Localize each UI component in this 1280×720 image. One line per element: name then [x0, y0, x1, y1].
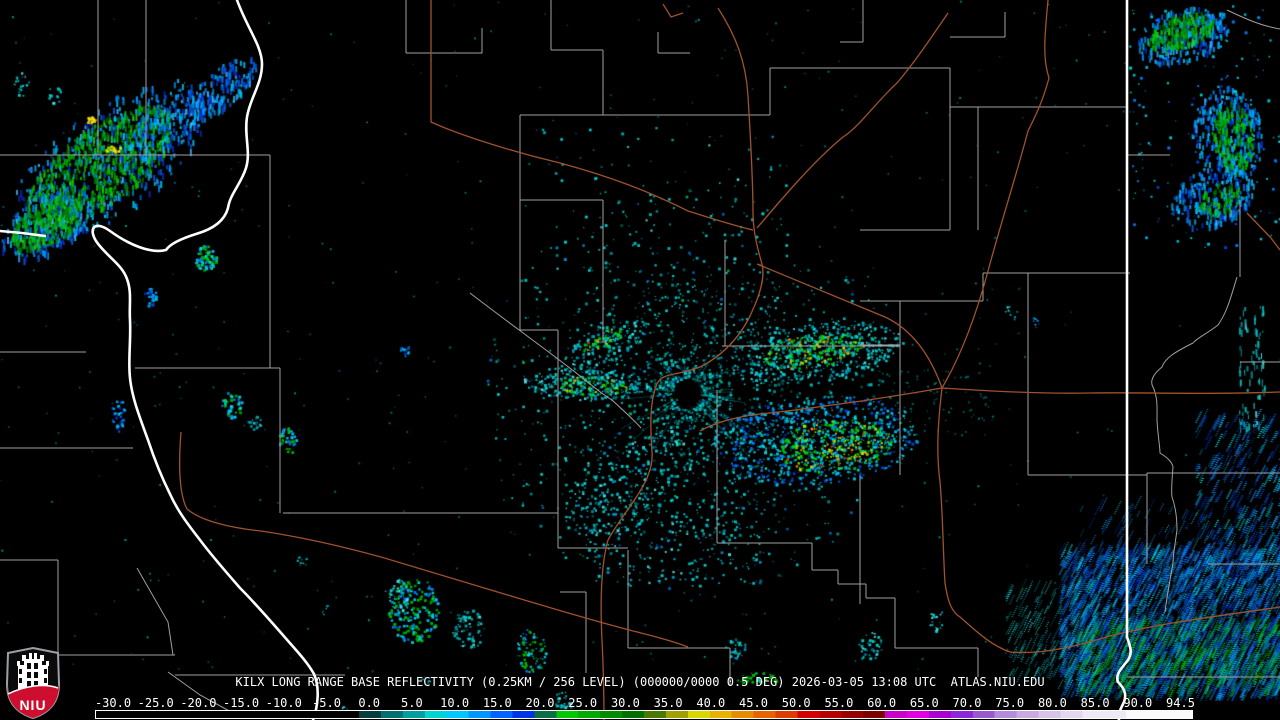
colorbar-scale-labels: -30.0 -25.0 -20.0 -15.0 -10.0 -5.0 0.0 5.0 10.0 1…	[0, 697, 1280, 710]
map-line	[600, 7, 764, 720]
colorbar-label: 15.0	[482, 696, 512, 710]
colorbar-label: -20.0	[180, 696, 217, 710]
map-line	[0, 229, 47, 238]
map-line	[167, 671, 234, 714]
colorbar-label: -30.0	[94, 696, 132, 710]
map-line	[91, 0, 319, 720]
map-line	[430, 0, 689, 212]
colorbar-label: 0.0	[358, 696, 381, 710]
map-line	[941, 387, 1280, 395]
colorbar-label: 65.0	[909, 696, 939, 710]
colorbar-label: -15.0	[223, 696, 260, 710]
colorbar-label: 25.0	[568, 696, 598, 710]
colorbar-label: 70.0	[952, 696, 982, 710]
niu-band-highlight	[7, 684, 59, 695]
niu-logo: NIU	[5, 646, 61, 720]
map-line	[136, 567, 174, 656]
colorbar-label: -5.0	[312, 696, 341, 710]
colorbar-label: 50.0	[781, 696, 811, 710]
colorbar-label: 10.0	[440, 696, 470, 710]
colorbar-label: 55.0	[824, 696, 854, 710]
colorbar-label: 20.0	[525, 696, 555, 710]
colorbar-label: 30.0	[610, 696, 640, 710]
map-line	[1226, 9, 1280, 30]
colorbar-label: 90.0	[1123, 696, 1153, 710]
river-state-lines	[0, 0, 1132, 720]
colorbar-label: 94.5	[1166, 696, 1195, 710]
map-line	[941, 0, 1050, 389]
map-line	[756, 263, 943, 389]
map-line	[611, 399, 642, 429]
colorbar-label: 75.0	[995, 696, 1025, 710]
colorbar-label: 85.0	[1080, 696, 1110, 710]
product-caption: KILX LONG RANGE BASE REFLECTIVITY (0.25K…	[235, 675, 1045, 689]
map-line	[1246, 212, 1280, 251]
map-line	[756, 12, 949, 229]
niu-logo-text: NIU	[19, 697, 46, 713]
colorbar-label: 35.0	[653, 696, 683, 710]
colorbar-label: 45.0	[739, 696, 768, 710]
map-line	[179, 431, 689, 648]
map-line	[699, 387, 943, 432]
colorbar-label: -10.0	[265, 696, 302, 710]
map-line	[687, 210, 754, 231]
map-line	[937, 387, 1280, 654]
colorbar-label: -25.0	[137, 696, 174, 710]
road-lines	[179, 0, 1280, 720]
colorbar-label: 5.0	[401, 696, 423, 710]
map-line	[1116, 0, 1132, 720]
map-line	[662, 3, 684, 18]
map-line	[469, 292, 613, 401]
colorbar-label: 80.0	[1037, 696, 1067, 710]
reflectivity-colorbar	[95, 710, 1193, 719]
colorbar-label: 60.0	[867, 696, 897, 710]
map-line	[1151, 276, 1238, 613]
colorbar-label: 40.0	[696, 696, 726, 710]
castle-icon	[17, 653, 49, 691]
niu-red-band	[7, 684, 59, 718]
